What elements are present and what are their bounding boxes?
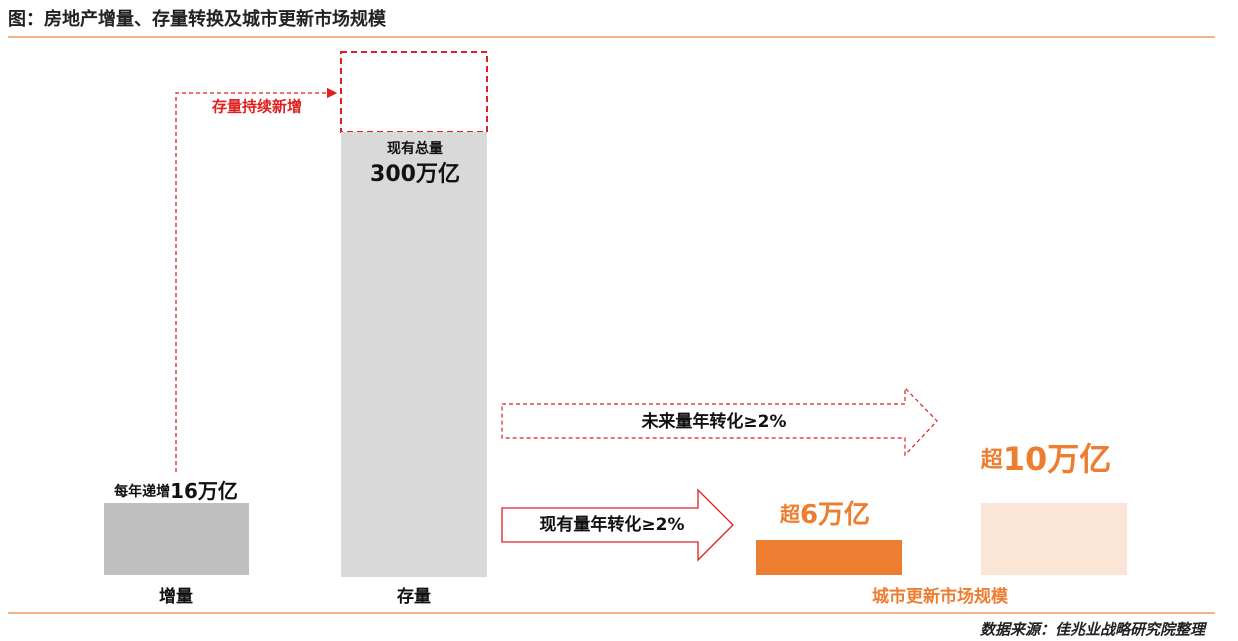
- increment-bar: [104, 503, 249, 575]
- stock-caption-prefix: 现有总量: [387, 140, 443, 157]
- category-label: 增量: [159, 586, 193, 607]
- caption-value: 10万亿: [1003, 440, 1112, 478]
- caption-prefix: 超: [981, 448, 1004, 473]
- group-label: 城市更新市场规模: [872, 586, 1009, 607]
- caption-value: 16万亿: [170, 479, 238, 503]
- title: 图：房地产增量、存量转换及城市更新市场规模: [8, 8, 387, 30]
- renewal-future-bar: [981, 503, 1127, 575]
- renewal-future-caption: 超10万亿: [981, 440, 1112, 478]
- increment-caption: 每年递增16万亿: [114, 479, 238, 503]
- new-stock-box: [340, 51, 488, 133]
- growth-arrow: [175, 87, 338, 472]
- stock-caption-value: 300万亿: [370, 162, 460, 187]
- category-label: 存量: [397, 586, 431, 607]
- caption-prefix: 超: [779, 502, 801, 526]
- renewal-bar: [756, 540, 902, 575]
- caption-value: 6万亿: [800, 500, 870, 530]
- current-label: 现有量年转化≥2%: [539, 514, 684, 535]
- growth-label: 存量持续新增: [212, 98, 302, 116]
- future-label: 未来量年转化≥2%: [640, 411, 786, 432]
- caption-prefix: 每年递增: [114, 483, 170, 500]
- stock-bar: [341, 132, 487, 577]
- renewal-caption: 超6万亿: [779, 500, 870, 530]
- source: 数据来源：佳兆业战略研究院整理: [980, 621, 1208, 639]
- current-arrow: [501, 488, 734, 562]
- future-arrow: [501, 386, 938, 457]
